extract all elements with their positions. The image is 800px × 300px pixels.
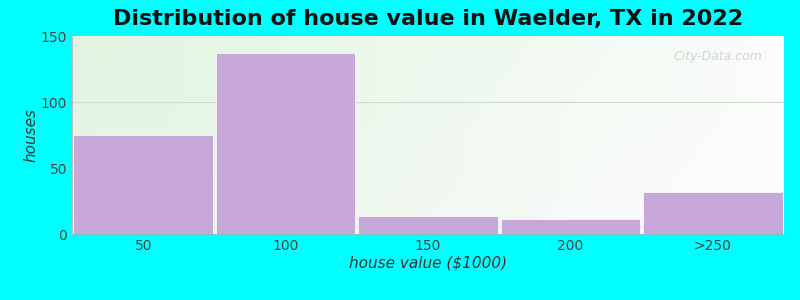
Title: Distribution of house value in Waelder, TX in 2022: Distribution of house value in Waelder, … [113, 9, 743, 29]
X-axis label: house value ($1000): house value ($1000) [349, 256, 507, 271]
Text: City-Data.com: City-Data.com [674, 50, 762, 63]
Y-axis label: houses: houses [23, 108, 38, 162]
Bar [74, 135, 213, 234]
Bar [358, 215, 498, 234]
Bar [501, 220, 640, 234]
Bar [216, 53, 355, 234]
Bar [643, 192, 782, 234]
